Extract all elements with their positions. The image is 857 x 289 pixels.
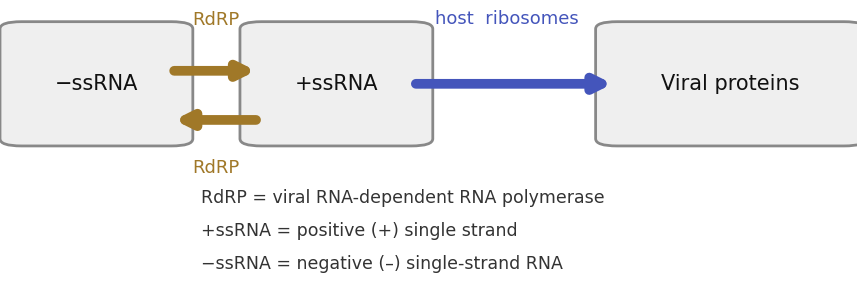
FancyBboxPatch shape <box>596 22 857 146</box>
Text: RdRP: RdRP <box>192 11 240 29</box>
Text: RdRP: RdRP <box>192 159 240 177</box>
FancyBboxPatch shape <box>0 22 193 146</box>
Text: −ssRNA: −ssRNA <box>55 74 138 94</box>
Text: −ssRNA = negative (–) single-strand RNA: −ssRNA = negative (–) single-strand RNA <box>201 255 563 273</box>
Text: RdRP = viral RNA-dependent RNA polymerase: RdRP = viral RNA-dependent RNA polymeras… <box>201 189 605 207</box>
Text: +ssRNA: +ssRNA <box>295 74 378 94</box>
FancyBboxPatch shape <box>240 22 433 146</box>
Text: +ssRNA = positive (+) single strand: +ssRNA = positive (+) single strand <box>201 222 518 240</box>
Text: host  ribosomes: host ribosomes <box>435 10 579 28</box>
Text: Viral proteins: Viral proteins <box>662 74 800 94</box>
